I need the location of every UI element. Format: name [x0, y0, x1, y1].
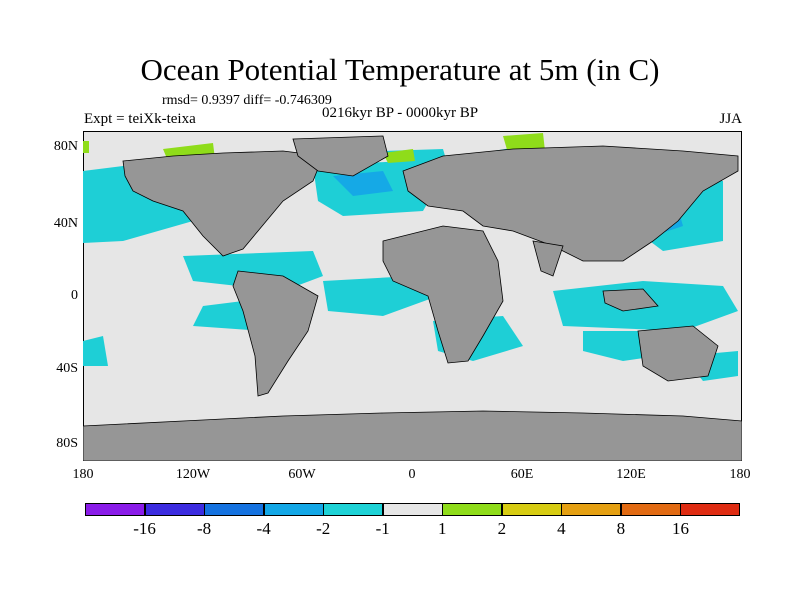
season-label: JJA [719, 111, 742, 127]
colorbar-label: 4 [557, 519, 566, 538]
period-label: 0216kyr BP - 0000kyr BP [322, 105, 479, 121]
lon-label-180e: 180 [729, 467, 751, 482]
colorbar-label: -16 [133, 519, 156, 538]
australia [637, 325, 719, 382]
colorbar-label: -2 [316, 519, 331, 538]
lat-label-80s: 80S [56, 436, 78, 451]
lon-label-0: 0 [408, 467, 416, 482]
lon-label-120e: 120E [616, 467, 646, 482]
land-masses [83, 135, 742, 461]
stats-text: rmsd= 0.9397 diff= -0.746309 [162, 93, 332, 108]
colorbar-label: -1 [375, 519, 390, 538]
lon-label-60w: 60W [288, 467, 316, 482]
colorbar-label: 2 [497, 519, 507, 538]
maritime-continent [602, 288, 659, 312]
lat-label-40n: 40N [53, 216, 78, 231]
colorbar-box [323, 503, 384, 516]
africa [382, 225, 504, 364]
lat-label-0: 0 [71, 288, 78, 303]
colorbar-box [263, 503, 324, 516]
colorbar [85, 503, 741, 516]
experiment-label: Expt = teiXk-teixa [84, 111, 196, 127]
colorbar-box [620, 503, 681, 516]
colorbar-label: 1 [438, 519, 447, 538]
colorbar-box [501, 503, 562, 516]
colorbar-box [442, 503, 503, 516]
north-america [122, 150, 324, 257]
colorbar-label: -8 [196, 519, 212, 538]
lon-label-120w: 120W [175, 467, 211, 482]
colorbar-box [561, 503, 622, 516]
colorbar-box [85, 503, 146, 516]
colorbar-box [144, 503, 205, 516]
antarctica [83, 410, 742, 461]
lat-label-40s: 40S [56, 361, 78, 376]
lon-label-180w: 180 [72, 467, 94, 482]
colorbar-label: 8 [616, 519, 626, 538]
india [532, 240, 564, 277]
south-america [232, 270, 319, 397]
colorbar-label: 16 [671, 519, 689, 538]
lat-label-80n: 80N [53, 139, 78, 154]
eurasia [402, 145, 739, 262]
lon-label-60e: 60E [510, 467, 534, 482]
map-title: Ocean Potential Temperature at 5m (in C) [140, 52, 660, 87]
colorbar-box [204, 503, 265, 516]
colorbar-box [382, 503, 443, 516]
map-canvas [83, 133, 742, 461]
colorbar-box [680, 503, 741, 516]
colorbar-label: -4 [256, 519, 271, 538]
map-panel [83, 131, 742, 461]
greenland [292, 135, 389, 177]
